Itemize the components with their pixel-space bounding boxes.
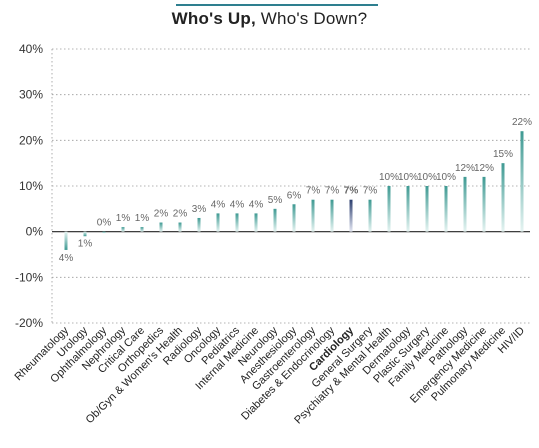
y-tick-label: -20% xyxy=(15,316,43,330)
bar xyxy=(83,231,87,237)
bar xyxy=(406,186,410,232)
data-label: 4% xyxy=(249,199,264,210)
bar xyxy=(178,222,182,232)
bar xyxy=(501,163,505,232)
bar xyxy=(463,176,467,232)
bar xyxy=(197,217,201,232)
data-label: 1% xyxy=(135,213,150,224)
data-label: 7% xyxy=(306,186,321,197)
bar xyxy=(425,186,429,232)
bar xyxy=(330,199,334,232)
gridlines xyxy=(51,48,530,324)
data-label: 1% xyxy=(116,213,131,224)
data-label: 12% xyxy=(474,163,494,174)
data-label: 4% xyxy=(59,253,74,264)
data-label: 10% xyxy=(436,172,456,183)
data-label: 12% xyxy=(455,163,475,174)
bar xyxy=(292,204,296,232)
chart-title-bold: Who's Up, xyxy=(171,9,256,28)
data-label: 22% xyxy=(512,117,532,128)
data-label: 5% xyxy=(268,195,283,206)
y-tick-label: 10% xyxy=(19,179,43,193)
bar xyxy=(444,186,448,232)
bar xyxy=(273,208,277,232)
data-label: 4% xyxy=(211,199,226,210)
chart-title: Who's Up, Who's Down? xyxy=(0,9,539,29)
bar xyxy=(121,227,125,232)
category-labels: RheumatologyUrologyOphthalmologyNephrolo… xyxy=(12,324,527,426)
bar xyxy=(64,231,68,250)
y-tick-label: -10% xyxy=(15,270,43,284)
value-labels: 4%1%0% 1% 1% 2% 2% 3% 4% 4% 4% 5% 6% 7% 7% 7% 7%10%10%… xyxy=(59,117,532,264)
bar xyxy=(311,199,315,232)
y-axis: -20% -10% 0% 10% 20% 30% 40% xyxy=(15,42,43,330)
chart-title-regular: Who's Down? xyxy=(255,9,368,28)
bar xyxy=(520,131,524,232)
bar xyxy=(349,199,353,232)
data-label: 3% xyxy=(192,204,207,215)
y-tick-label: 30% xyxy=(19,88,43,102)
y-tick-label: 0% xyxy=(26,225,44,239)
bar xyxy=(140,227,144,232)
bar xyxy=(216,213,220,232)
y-tick-label: 40% xyxy=(19,42,43,56)
data-label: 10% xyxy=(398,172,418,183)
data-label: 7% xyxy=(363,186,378,197)
data-label: 7% xyxy=(344,186,359,197)
y-tick-label: 20% xyxy=(19,133,43,147)
bar xyxy=(387,186,391,232)
data-label: 1% xyxy=(78,239,93,250)
data-label: 7% xyxy=(325,186,340,197)
data-label: 10% xyxy=(417,172,437,183)
data-label: 15% xyxy=(493,149,513,160)
data-label: 6% xyxy=(287,190,302,201)
data-label: 10% xyxy=(379,172,399,183)
bar xyxy=(482,176,486,232)
data-label: 2% xyxy=(173,209,188,220)
bar xyxy=(254,213,258,232)
title-accent-rule xyxy=(176,4,378,6)
bars xyxy=(64,131,524,250)
bar xyxy=(102,231,106,234)
bar xyxy=(368,199,372,232)
bar xyxy=(235,213,239,232)
data-label: 4% xyxy=(230,199,245,210)
data-label: 2% xyxy=(154,209,169,220)
bar xyxy=(159,222,163,232)
data-label: 0% xyxy=(97,218,112,229)
